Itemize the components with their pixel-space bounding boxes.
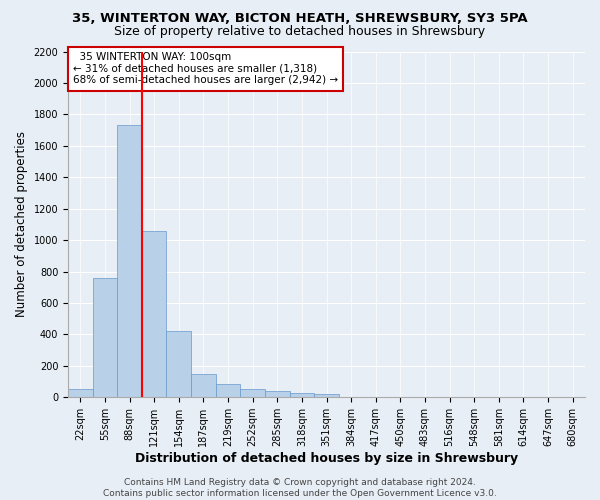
Bar — [241, 390, 265, 397]
Text: Contains HM Land Registry data © Crown copyright and database right 2024.
Contai: Contains HM Land Registry data © Crown c… — [103, 478, 497, 498]
Text: 35, WINTERTON WAY, BICTON HEATH, SHREWSBURY, SY3 5PA: 35, WINTERTON WAY, BICTON HEATH, SHREWSB… — [72, 12, 528, 26]
Text: Size of property relative to detached houses in Shrewsbury: Size of property relative to detached ho… — [115, 25, 485, 38]
Bar — [68, 388, 92, 397]
Bar — [92, 278, 117, 397]
X-axis label: Distribution of detached houses by size in Shrewsbury: Distribution of detached houses by size … — [135, 452, 518, 465]
Bar — [290, 392, 314, 397]
Text: 35 WINTERTON WAY: 100sqm
← 31% of detached houses are smaller (1,318)
68% of sem: 35 WINTERTON WAY: 100sqm ← 31% of detach… — [73, 52, 338, 86]
Bar — [142, 230, 166, 397]
Y-axis label: Number of detached properties: Number of detached properties — [15, 132, 28, 318]
Bar — [216, 384, 241, 397]
Bar — [265, 390, 290, 397]
Bar — [117, 126, 142, 397]
Bar — [191, 374, 216, 397]
Bar — [314, 394, 339, 397]
Bar — [166, 331, 191, 397]
